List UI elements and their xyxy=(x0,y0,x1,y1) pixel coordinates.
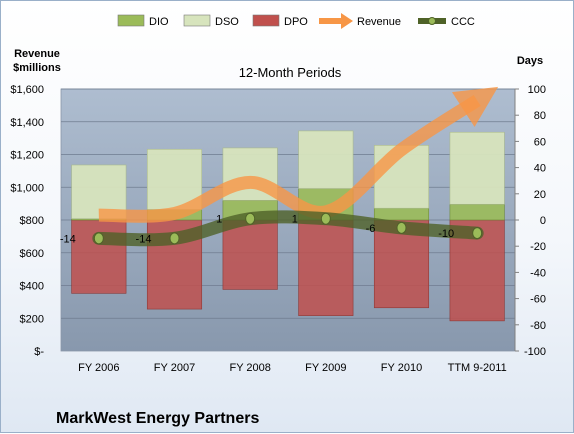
legend-label-dso: DSO xyxy=(215,16,239,28)
left-tick-label: $200 xyxy=(20,313,44,325)
left-tick-label: $1,000 xyxy=(10,182,44,194)
ccc-point xyxy=(396,221,407,234)
chart-subtitle: 12-Month Periods xyxy=(239,65,342,80)
right-tick-label: -40 xyxy=(530,267,546,279)
ccc-data-label: -6 xyxy=(366,223,376,235)
ccc-point xyxy=(245,212,256,225)
left-tick-label: $1,400 xyxy=(10,117,44,129)
ccc-data-label: -14 xyxy=(136,233,152,245)
right-tick-label: 40 xyxy=(534,163,546,175)
ccc-data-label: -14 xyxy=(60,233,76,245)
legend-label-ccc: CCC xyxy=(451,16,475,28)
dpo-bar xyxy=(71,219,127,294)
legend-swatch-dpo xyxy=(252,14,280,27)
x-tick-label: FY 2008 xyxy=(229,362,270,374)
legend-label-dpo: DPO xyxy=(284,16,308,28)
right-tick-label: 0 xyxy=(540,215,546,227)
ccc-point xyxy=(320,212,331,225)
legend-ccc-marker xyxy=(428,17,436,25)
right-tick-label: -80 xyxy=(530,320,546,332)
right-axis-title: Days xyxy=(517,55,543,67)
right-tick-label: -100 xyxy=(524,346,546,358)
legend: DIO DSO DPO Revenue CCC xyxy=(117,13,475,29)
dio-bar xyxy=(449,203,505,221)
left-tick-label: $1,200 xyxy=(10,150,44,162)
dpo-bar xyxy=(298,219,354,316)
right-tick-label: 60 xyxy=(534,136,546,148)
dso-bar xyxy=(449,131,505,205)
dso-bar xyxy=(298,130,354,189)
left-tick-label: $400 xyxy=(20,281,44,293)
revenue-line xyxy=(98,86,499,223)
ccc-point xyxy=(169,232,180,245)
ccc-point xyxy=(93,232,104,245)
legend-label-dio: DIO xyxy=(149,16,169,28)
ccc-data-label: -10 xyxy=(438,228,454,240)
ccc-data-label: 1 xyxy=(216,214,222,226)
ccc-line xyxy=(92,210,484,247)
legend-label-revenue: Revenue xyxy=(357,16,401,28)
x-tick-label: FY 2007 xyxy=(154,362,195,374)
left-tick-label: $600 xyxy=(20,248,44,260)
lines: -14 -14 1 1 -6 -10 xyxy=(60,86,499,247)
legend-swatch-dso xyxy=(183,14,211,27)
left-tick-label: $1,600 xyxy=(10,84,44,96)
left-axis-title-line1: Revenue xyxy=(14,48,60,60)
x-tick-label: TTM 9-2011 xyxy=(448,362,507,374)
right-tick-label: 100 xyxy=(528,84,546,96)
left-tick-label: $- xyxy=(34,346,44,358)
left-tick-label: $800 xyxy=(20,215,44,227)
right-axis: -100 -80 -60 -40 -20 0 20 40 60 80 100 xyxy=(514,84,546,358)
right-tick-label: -60 xyxy=(530,294,546,306)
x-tick-label: FY 2006 xyxy=(78,362,119,374)
legend-arrow-icon xyxy=(341,13,353,29)
left-axis-title-line2: $millions xyxy=(13,62,61,74)
x-tick-label: FY 2010 xyxy=(381,362,422,374)
right-tick-label: -20 xyxy=(530,241,546,253)
dpo-bar xyxy=(222,219,278,290)
legend-swatch-dio xyxy=(117,14,145,27)
right-tick-label: 80 xyxy=(534,110,546,122)
ccc-data-label: 1 xyxy=(292,214,298,226)
left-axis: $- $200 $400 $600 $800 $1,000 $1,200 $1,400 $1,6… xyxy=(10,84,44,358)
ccc-point xyxy=(472,227,483,240)
dio-bar xyxy=(373,207,430,221)
right-tick-label: 20 xyxy=(534,189,546,201)
x-axis: FY 2006 FY 2007 FY 2008 FY 2009 FY 2010 TTM 9… xyxy=(78,362,507,374)
company-name: MarkWest Energy Partners xyxy=(56,410,259,427)
x-tick-label: FY 2009 xyxy=(305,362,346,374)
